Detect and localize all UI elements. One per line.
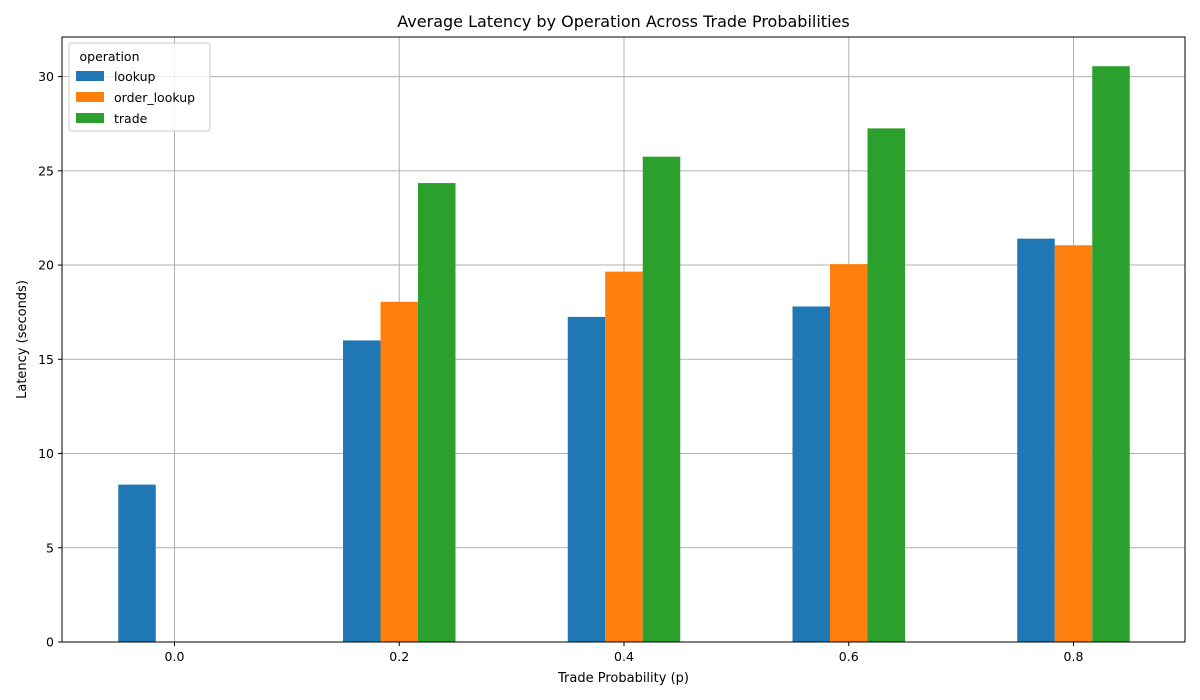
y-tick-label: 0 [46,635,54,650]
y-tick-label: 15 [38,352,54,367]
bar-order_lookup-0.2 [380,301,418,642]
y-axis-label: Latency (seconds) [15,280,30,399]
chart-title: Average Latency by Operation Across Trad… [397,12,849,31]
x-tick-label: 0.8 [1064,649,1084,664]
bar-trade-0.4 [642,156,681,643]
legend-label-lookup: lookup [114,69,156,84]
bar-order_lookup-0.6 [830,264,868,642]
legend-label-trade: trade [114,111,148,126]
y-tick-label: 25 [38,163,54,178]
x-tick-label: 0.6 [839,649,859,664]
legend-label-order_lookup: order_lookup [114,90,195,105]
ticks: 0 5 10 15 20 25 30 0.0 0.2 0.4 0.6 0.8 [38,69,1083,664]
bar-order_lookup-0.8 [1054,245,1093,642]
x-axis-label: Trade Probability (p) [557,671,689,686]
bar-lookup-0.2 [343,340,381,642]
bar-lookup-0.8 [1017,238,1055,642]
legend-swatch-lookup [76,71,104,81]
bar-lookup-0.6 [792,306,830,642]
y-tick-label: 5 [46,540,54,555]
y-tick-label: 20 [38,258,54,273]
grid [62,37,1185,643]
x-tick-label: 0.4 [614,649,634,664]
legend-title: operation [79,49,139,64]
bar-lookup-0.0 [118,484,156,642]
legend-box [68,42,211,132]
bars [118,66,1130,643]
bar-trade-0.6 [867,128,905,642]
x-tick-label: 0.2 [389,649,409,664]
legend-swatch-order_lookup [76,92,104,102]
bar-lookup-0.4 [567,316,606,642]
x-tick-label: 0.0 [165,649,185,664]
bar-trade-0.2 [418,183,456,643]
y-tick-label: 10 [38,446,54,461]
bar-order_lookup-0.4 [605,271,643,642]
legend-swatch-trade [76,113,104,123]
y-tick-label: 30 [38,69,54,84]
bar-trade-0.8 [1092,66,1130,643]
